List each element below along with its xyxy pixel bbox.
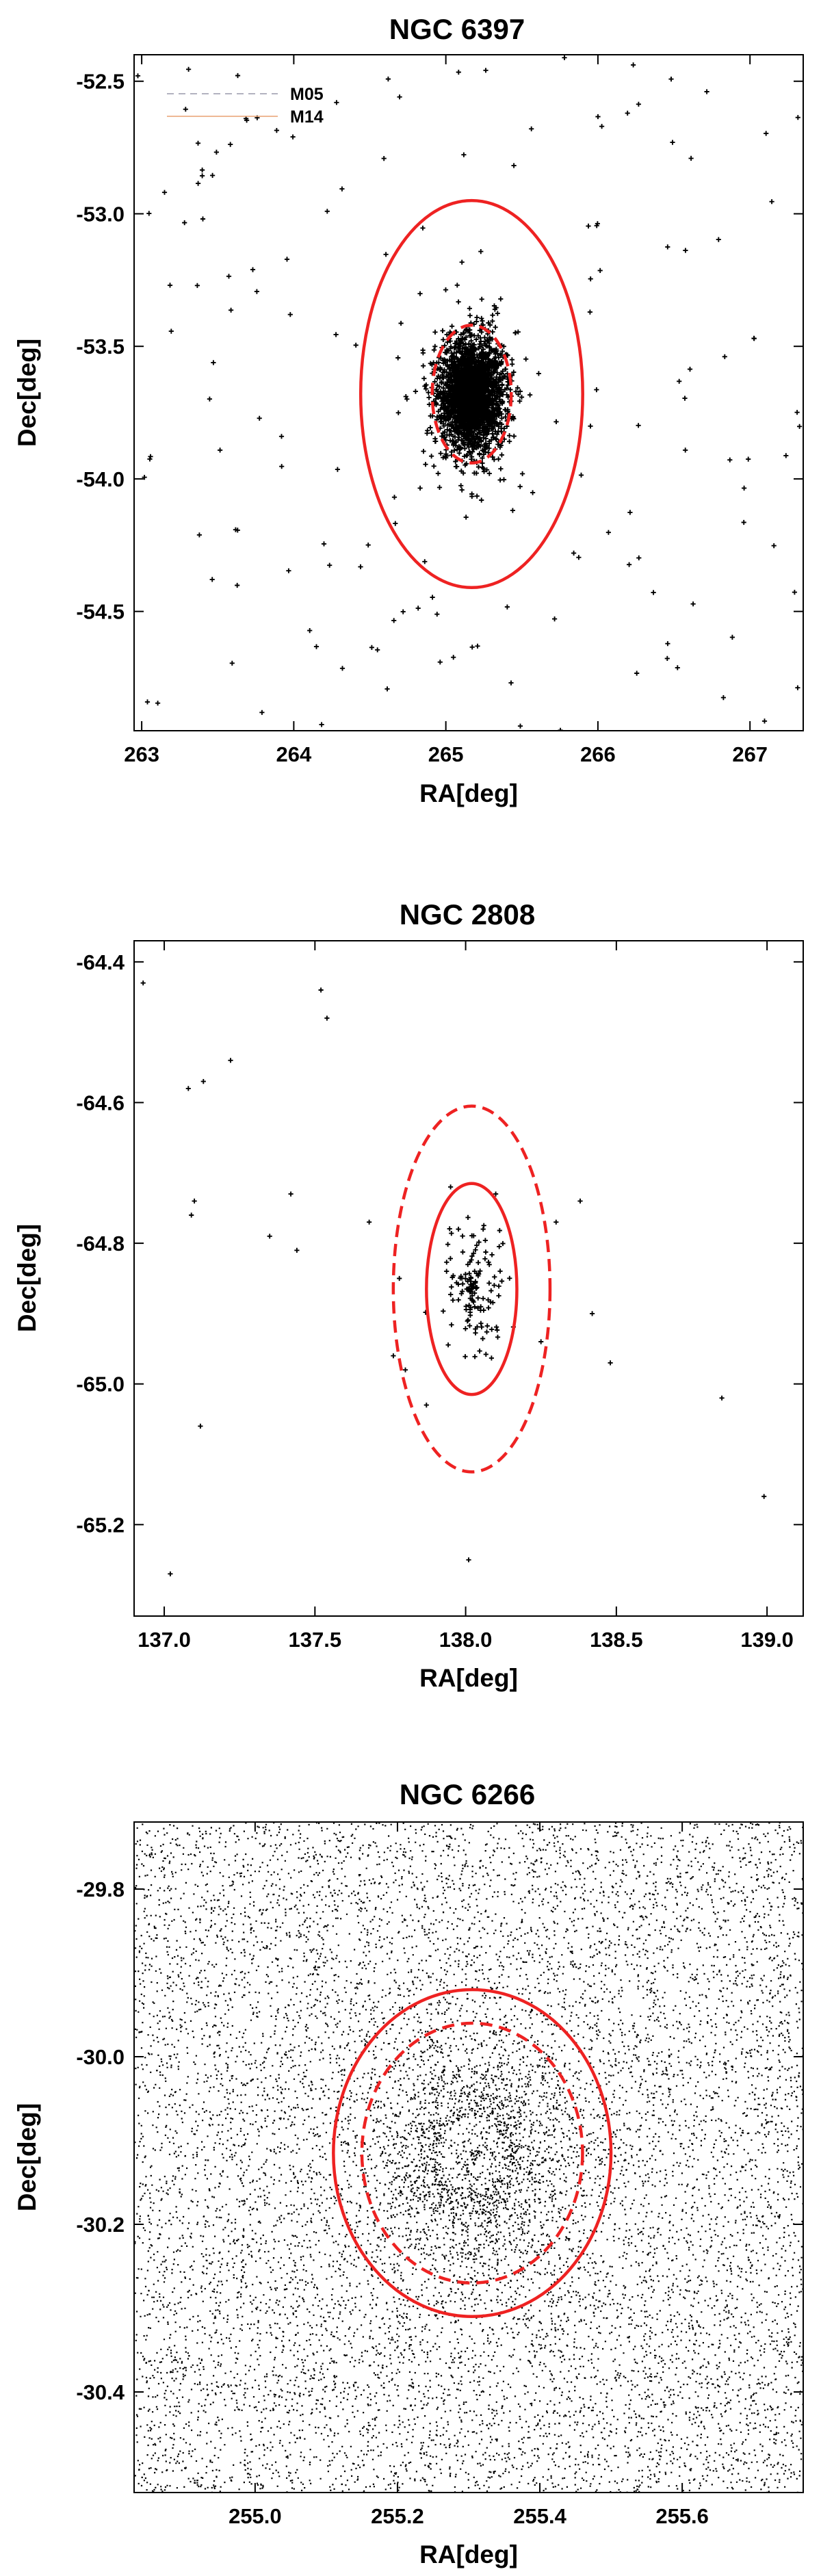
x-tick-label: 264 [276, 742, 312, 766]
dashed-radius-circle [360, 2021, 584, 2285]
y-tick-label: -54.0 [76, 467, 125, 491]
radius-circles [332, 1988, 613, 2318]
legend-label-m05: M05 [290, 85, 324, 104]
panel-title: NGC 2808 [400, 898, 535, 931]
y-tick-label: -52.5 [76, 70, 125, 94]
plot-frame [133, 1821, 804, 2493]
axis-ticks: 137.0 137.5 138.0 138.5 139.0 -64.4 -64.6 -64.8… [76, 941, 803, 1652]
x-tick-label: 138.0 [439, 1628, 493, 1652]
y-tick-label: -30.0 [76, 2045, 125, 2069]
panel-title: NGC 6397 [389, 13, 525, 45]
scatter-points [134, 1822, 803, 2493]
data-point-markers [135, 55, 803, 731]
y-tick-label: -65.0 [76, 1372, 125, 1396]
x-tick-label: 139.0 [740, 1628, 794, 1652]
y-tick-label: -29.8 [76, 1877, 125, 1901]
solid-radius-circle [425, 1182, 519, 1396]
x-tick-label: 265 [428, 742, 464, 766]
axis-ticks: 263 264 265 266 267 -52.5 -53.0 -53.5 -54.0 -54.5 [76, 55, 803, 766]
x-tick-label: 137.5 [289, 1628, 342, 1652]
radius-circles [391, 1104, 552, 1474]
x-tick-label: 263 [124, 742, 159, 766]
x-tick-label: 138.5 [590, 1628, 643, 1652]
dashed-radius-circle [391, 1104, 552, 1474]
x-tick-label: 266 [580, 742, 616, 766]
x-axis-label: RA[deg] [419, 779, 518, 807]
y-axis-label: Dec[deg] [13, 339, 41, 447]
axis-ticks: 255.0 255.2 255.4 255.6 -29.8 -30.0 -30.2 -30.4 [76, 1822, 803, 2528]
x-tick-label: 255.0 [229, 2504, 282, 2528]
y-tick-label: -54.5 [76, 600, 125, 624]
scatter-points [140, 980, 767, 1576]
y-tick-label: -53.5 [76, 335, 125, 359]
x-tick-label: 255.2 [371, 2504, 424, 2528]
dashed-radius-circle [430, 323, 513, 465]
panel-ngc2808: NGC 2808 137.0 137.5 138.0 138.5 139.0 -64.4 -… [13, 898, 804, 1692]
scatter-points [135, 55, 803, 731]
legend: M05 M14 [167, 85, 324, 127]
panel-ngc6397: NGC 6397 263 264 265 266 267 -52.5 -53.0 -53.5 -… [13, 13, 804, 807]
panel-title: NGC 6266 [400, 1778, 535, 1810]
y-axis-label: Dec[deg] [13, 2103, 41, 2211]
x-tick-label: 255.6 [655, 2504, 709, 2528]
solid-radius-circle [359, 198, 584, 590]
x-tick-label: 255.4 [513, 2504, 566, 2528]
plot-frame [133, 940, 804, 1617]
legend-label-m14: M14 [290, 107, 324, 127]
y-tick-label: -64.4 [76, 950, 125, 974]
y-tick-label: -64.6 [76, 1091, 125, 1115]
radius-circles [359, 198, 584, 590]
y-axis-label: Dec[deg] [13, 1224, 41, 1332]
y-tick-label: -53.0 [76, 202, 125, 226]
plot-frame [133, 54, 804, 731]
x-axis-label: RA[deg] [419, 2540, 518, 2568]
data-point-markers [140, 980, 767, 1576]
y-tick-label: -30.4 [76, 2380, 125, 2404]
x-axis-label: RA[deg] [419, 1664, 518, 1692]
x-tick-label: 267 [732, 742, 768, 766]
data-point-markers [134, 1822, 803, 2493]
panel-ngc6266: NGC 6266 255.0 255.2 255.4 255.6 -29.8 -30.0 -… [13, 1778, 804, 2568]
y-tick-label: -64.8 [76, 1232, 125, 1256]
x-tick-label: 137.0 [138, 1628, 191, 1652]
solid-radius-circle [332, 1988, 613, 2318]
y-tick-label: -30.2 [76, 2213, 125, 2237]
y-tick-label: -65.2 [76, 1513, 125, 1537]
